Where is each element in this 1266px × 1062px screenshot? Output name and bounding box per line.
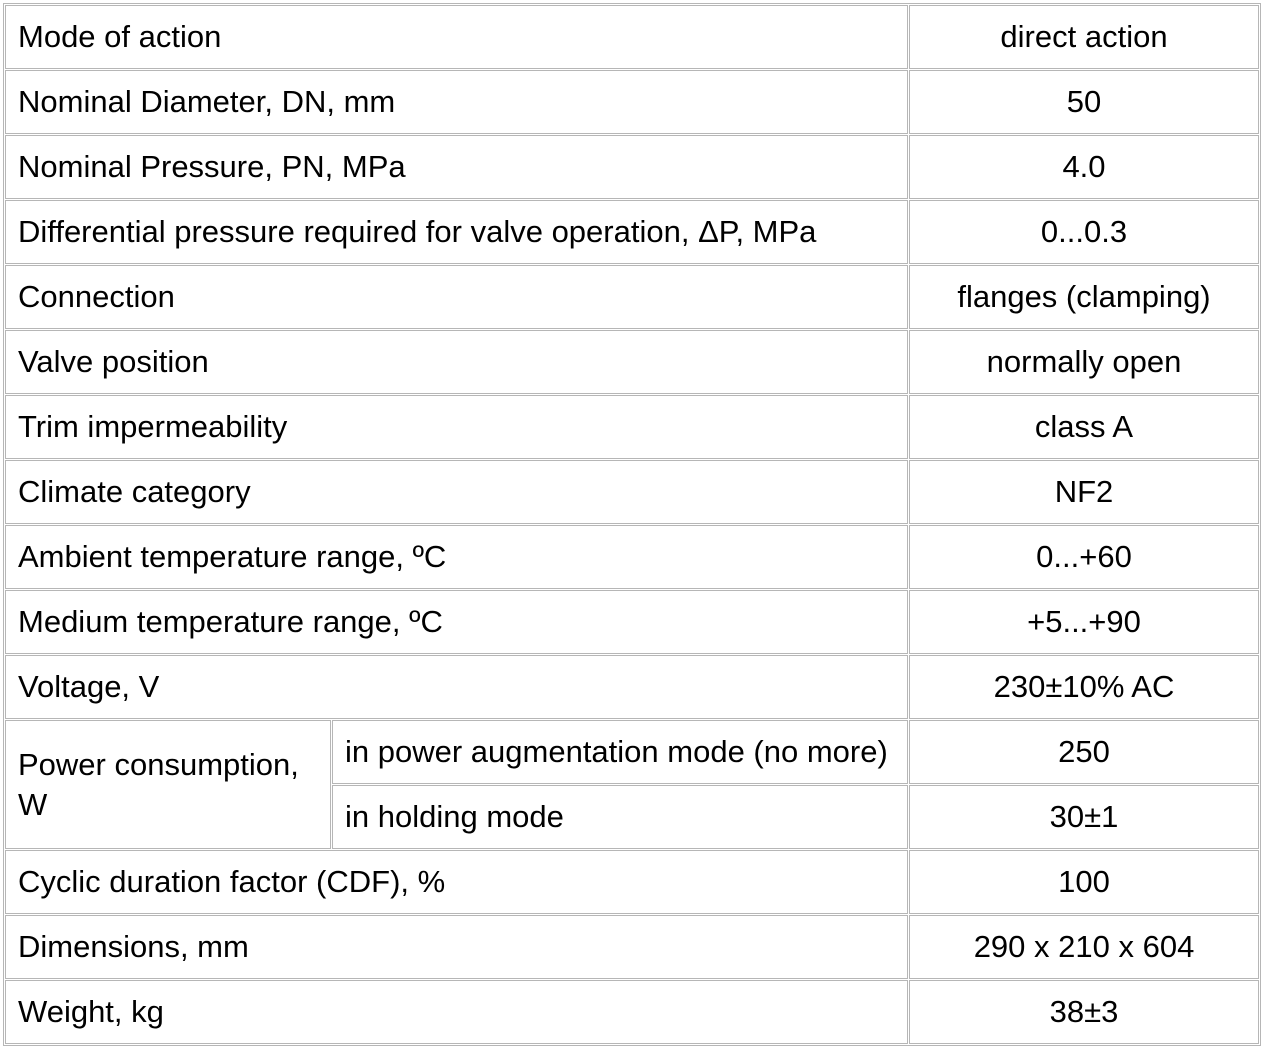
param-value-cell: 250	[909, 720, 1259, 784]
param-name-cell: Dimensions, mm	[5, 915, 908, 979]
param-name-cell: Mode of action	[5, 5, 908, 69]
param-subname-cell: in holding mode	[332, 785, 908, 849]
param-value-cell: 4.0	[909, 135, 1259, 199]
param-group-cell: Power consumption, W	[5, 720, 331, 849]
param-value-cell: 0...+60	[909, 525, 1259, 589]
param-value-cell: 290 x 210 x 604	[909, 915, 1259, 979]
param-value-cell: 30±1	[909, 785, 1259, 849]
param-value-cell: NF2	[909, 460, 1259, 524]
param-value-cell: 0...0.3	[909, 200, 1259, 264]
param-name-cell: Ambient temperature range, ºC	[5, 525, 908, 589]
param-name-cell: Valve position	[5, 330, 908, 394]
param-value-cell: direct action	[909, 5, 1259, 69]
param-value-cell: flanges (clamping)	[909, 265, 1259, 329]
param-value-cell: +5...+90	[909, 590, 1259, 654]
param-name-cell: Weight, kg	[5, 980, 908, 1044]
param-name-cell: Climate category	[5, 460, 908, 524]
param-subname-cell: in power augmentation mode (no more)	[332, 720, 908, 784]
param-value-cell: 50	[909, 70, 1259, 134]
param-name-cell: Nominal Diameter, DN, mm	[5, 70, 908, 134]
param-value-cell: normally open	[909, 330, 1259, 394]
param-value-cell: 38±3	[909, 980, 1259, 1044]
param-name-cell: Cyclic duration factor (CDF), %	[5, 850, 908, 914]
param-name-cell: Nominal Pressure, PN, MPa	[5, 135, 908, 199]
param-value-cell: 230±10% AC	[909, 655, 1259, 719]
param-value-cell: 100	[909, 850, 1259, 914]
param-name-cell: Voltage, V	[5, 655, 908, 719]
param-name-cell: Differential pressure required for valve…	[5, 200, 908, 264]
param-name-cell: Connection	[5, 265, 908, 329]
param-value-cell: class A	[909, 395, 1259, 459]
param-name-cell: Trim impermeability	[5, 395, 908, 459]
spec-table: Mode of action direct action Nominal Diame…	[3, 3, 1261, 1046]
param-name-cell: Medium temperature range, ºC	[5, 590, 908, 654]
